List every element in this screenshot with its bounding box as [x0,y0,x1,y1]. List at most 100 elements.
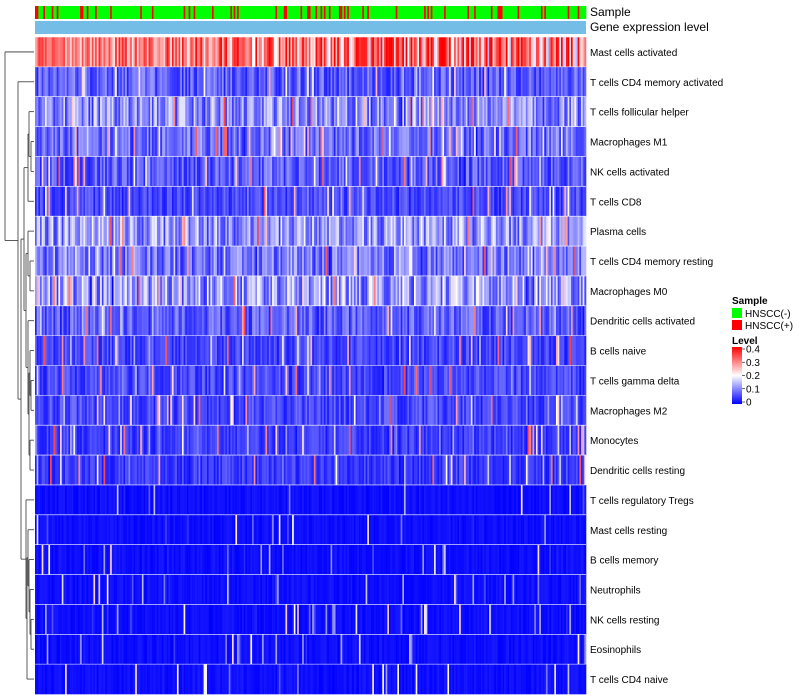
heatmap-cell [148,37,151,68]
heatmap-cell [393,246,396,277]
heatmap-cell [539,66,542,98]
heatmap-cell [402,365,405,396]
heatmap-cell [168,425,171,456]
heatmap-cell [302,246,305,277]
heatmap-cell [168,66,171,98]
heatmap-cell [539,37,542,68]
heatmap-cell [327,275,330,307]
sample-annotation-cell [270,6,273,19]
heatmap-cell [577,395,580,426]
heatmap-cell [216,186,219,217]
heatmap-cell [108,395,111,426]
heatmap-cell [108,37,111,68]
heatmap-cell [358,96,361,127]
heatmap-cell [55,156,58,187]
heatmap-cell [343,216,346,247]
heatmap-cell [258,305,261,336]
heatmap-cell [50,96,52,127]
heatmap-cell [579,335,582,366]
heatmap-cell [353,335,356,366]
heatmap-cell [574,335,577,366]
heatmap-cell [322,156,325,187]
heatmap-cell [116,365,119,396]
heatmap-cell [220,395,223,426]
heatmap-cell [393,126,396,157]
heatmap-cell [298,37,301,68]
heatmap-cell [116,37,119,68]
heatmap-cell [422,365,425,396]
heatmap-cell [303,96,306,127]
heatmap-cell [145,395,148,426]
heatmap-cell [161,246,164,277]
heatmap-cell [447,275,450,307]
heatmap-cell [70,156,73,187]
heatmap-cell [71,37,74,68]
heatmap-cell [419,335,421,366]
heatmap-cell [409,96,411,127]
heatmap-cell [505,156,508,187]
heatmap-cell [160,395,163,426]
heatmap-cell [295,216,298,247]
heatmap-cell [235,66,238,98]
heatmap-cell [288,126,291,157]
heatmap-cell [429,186,432,217]
heatmap-cell [517,96,520,127]
heatmap-cell [497,305,500,336]
heatmap-cell [53,186,56,217]
heatmap-cell [440,335,443,366]
heatmap-cell [100,275,103,307]
heatmap-cell [267,66,270,98]
heatmap-cell [68,395,71,426]
heatmap-cell [325,275,328,307]
heatmap-cell [464,246,467,277]
heatmap-cell [312,66,315,98]
heatmap-cell [308,186,311,217]
heatmap-cell [404,365,406,396]
heatmap-cell [125,66,128,98]
heatmap-cell [545,66,548,98]
heatmap-cell [355,246,358,277]
heatmap-cell [414,186,416,217]
heatmap-cell [106,216,109,247]
heatmap-cell [168,395,171,426]
heatmap-cell [475,186,478,217]
heatmap-cell [148,186,151,217]
heatmap-cell [514,37,517,68]
heatmap-cell [477,365,480,396]
heatmap-cell [203,365,206,396]
heatmap-cell [382,96,385,127]
sample-annotation-cell [310,6,313,19]
heatmap-cell [480,216,483,247]
heatmap-cell [252,305,255,336]
heatmap-cell [330,335,333,366]
heatmap-cell [475,216,478,247]
heatmap-cell [313,246,316,277]
heatmap-cell [140,335,143,366]
heatmap-cell [510,186,513,217]
heatmap-cell [248,246,251,277]
heatmap-cell [313,126,316,157]
heatmap-cell [352,425,355,456]
heatmap-cell [125,335,128,366]
sample-annotation-cell [143,6,146,19]
heatmap-cell [405,335,408,366]
heatmap-cell [352,126,355,157]
heatmap-cell [415,305,418,336]
heatmap-cell [320,425,323,456]
heatmap-cell [190,305,193,336]
heatmap-cell [262,156,265,187]
heatmap-cell [547,335,550,366]
sample-annotation-cell [342,6,345,19]
heatmap-cell [398,425,401,456]
heatmap-cell [66,275,69,307]
heatmap-cell [452,425,455,456]
heatmap-cell [328,335,331,366]
heatmap-cell [412,96,415,127]
heatmap-cell [305,335,308,366]
heatmap-cell [55,186,58,217]
heatmap-cell [285,425,288,456]
heatmap-cell [360,216,363,247]
heatmap-cell [445,365,448,396]
heatmap-cell [295,66,298,98]
heatmap-cell [562,365,565,396]
